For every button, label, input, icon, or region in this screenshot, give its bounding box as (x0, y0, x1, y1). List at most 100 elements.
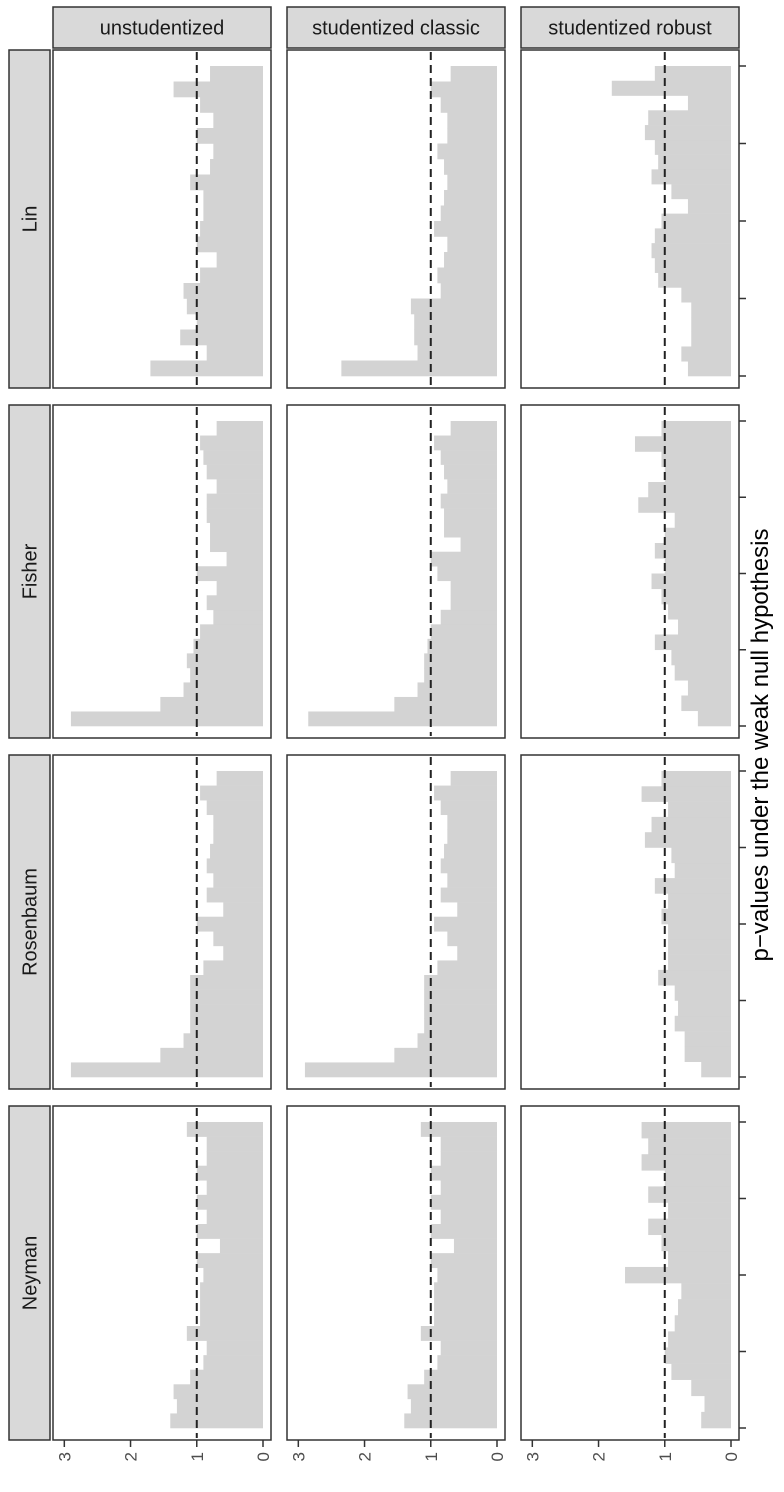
value-axis-tick-label: 2 (356, 1452, 375, 1461)
histogram-bar (654, 66, 731, 82)
panel-lin-unstudentized (52, 49, 272, 389)
histogram-bar (424, 989, 497, 1005)
histogram-bar (424, 1004, 497, 1020)
panel-fisher-studentized-robust (520, 404, 740, 739)
histogram-bar (200, 267, 263, 284)
histogram-bar (625, 1266, 731, 1284)
histogram-bar (691, 316, 731, 333)
histogram-bar (687, 198, 731, 214)
histogram-bar (668, 1331, 731, 1348)
histogram-bar (701, 1061, 731, 1078)
histogram-bar (430, 1194, 497, 1210)
histogram-bar (410, 298, 497, 315)
histogram-bar (687, 680, 731, 696)
histogram-bar (434, 221, 497, 237)
histogram-bar (213, 814, 263, 830)
histogram-bar (206, 1180, 263, 1196)
panel-border (520, 49, 740, 389)
value-axis-tick-label: 1 (656, 1452, 675, 1461)
histogram-bar (678, 1000, 731, 1017)
histogram-bar (654, 878, 731, 894)
value-axis-tick-label: 2 (590, 1452, 609, 1461)
histogram-bar (450, 771, 497, 786)
histogram-bar (648, 110, 731, 126)
histogram-bar (444, 252, 497, 268)
histogram-bar (450, 66, 497, 82)
panel-border (286, 754, 506, 1090)
histogram-bar (674, 1015, 731, 1032)
panel-border (52, 404, 272, 739)
histogram-bar (190, 975, 263, 990)
histogram-bar (430, 81, 497, 98)
histogram-bar (434, 916, 497, 932)
histogram-bar (674, 512, 731, 529)
histogram-bar (457, 945, 497, 961)
panel-lin-studentized-robust (520, 49, 740, 389)
value-axis-studentized-robust: 0 1 2 3 (523, 1440, 741, 1461)
histogram-bar (424, 667, 497, 683)
histogram-bar (440, 1209, 497, 1225)
histogram-bar (173, 81, 263, 98)
histogram-bar (190, 1018, 263, 1034)
value-axis-tick-label: 3 (523, 1452, 542, 1461)
histogram-bar (186, 298, 263, 315)
histogram-bar (674, 1315, 731, 1332)
histogram-bar (203, 960, 263, 976)
histogram-bar (658, 154, 731, 170)
histogram-bar (404, 1413, 497, 1429)
histogram-bar (70, 1062, 264, 1078)
histogram-bar (424, 975, 497, 990)
panel-border (520, 754, 740, 1090)
panel-fisher-studentized-classic (286, 404, 506, 739)
histogram-bar (651, 243, 731, 259)
histogram-bar (691, 302, 731, 318)
histogram-bar (668, 1250, 731, 1268)
histogram-bar (457, 902, 497, 918)
histogram-bar (664, 466, 731, 483)
panels-layer (52, 49, 740, 1441)
histogram-bar (304, 1062, 497, 1078)
histogram-bar (216, 771, 263, 786)
histogram-bar (440, 800, 497, 816)
column-strip-unstudentized: unstudentized (52, 6, 272, 49)
histogram-bar (206, 345, 263, 361)
histogram-bar (440, 283, 497, 299)
pvalue-axis-lin (739, 65, 746, 377)
row-strip-neyman: Neyman (8, 1105, 51, 1441)
histogram-bar (196, 236, 263, 253)
panel-border (52, 49, 272, 389)
pvalue-axis-rosenbaum (739, 770, 746, 1078)
histogram-bar (186, 1122, 263, 1137)
histogram-bar (440, 97, 497, 113)
histogram-bar (437, 267, 497, 284)
histogram-bar (691, 331, 731, 347)
histogram-bar (437, 566, 497, 582)
histogram-bar (341, 360, 497, 377)
panel-neyman-unstudentized (52, 1105, 272, 1441)
histogram-bar (668, 954, 731, 971)
histogram-bar (206, 858, 263, 874)
histogram-bar (434, 1282, 497, 1298)
histogram-bar (440, 858, 497, 874)
strip-background (8, 404, 51, 739)
histogram-bar (206, 464, 263, 480)
row-strip-lin: Lin (8, 49, 51, 389)
histogram-bar (203, 190, 263, 206)
histogram-bar (668, 801, 731, 818)
value-axis-unstudentized: 0 1 2 3 (55, 1440, 273, 1461)
histogram-bar (671, 184, 731, 200)
histogram-bar (661, 908, 731, 925)
panel-border (52, 754, 272, 1090)
histogram-bar (216, 421, 263, 436)
pvalue-axis-neyman (739, 1121, 746, 1429)
histogram-bar (203, 450, 263, 465)
value-axis-tick-label: 3 (55, 1452, 74, 1461)
histogram-bar (424, 1369, 497, 1385)
histogram-bar (697, 710, 731, 727)
panel-neyman-studentized-classic (286, 1105, 506, 1441)
axes-layer: 0 1 2 3 0 1 2 3 0 1 2 3 (55, 65, 746, 1461)
histogram-bar (681, 346, 731, 362)
histogram-bar (678, 1299, 731, 1316)
histogram-bar (417, 1033, 497, 1049)
histogram-bar (664, 1347, 731, 1364)
